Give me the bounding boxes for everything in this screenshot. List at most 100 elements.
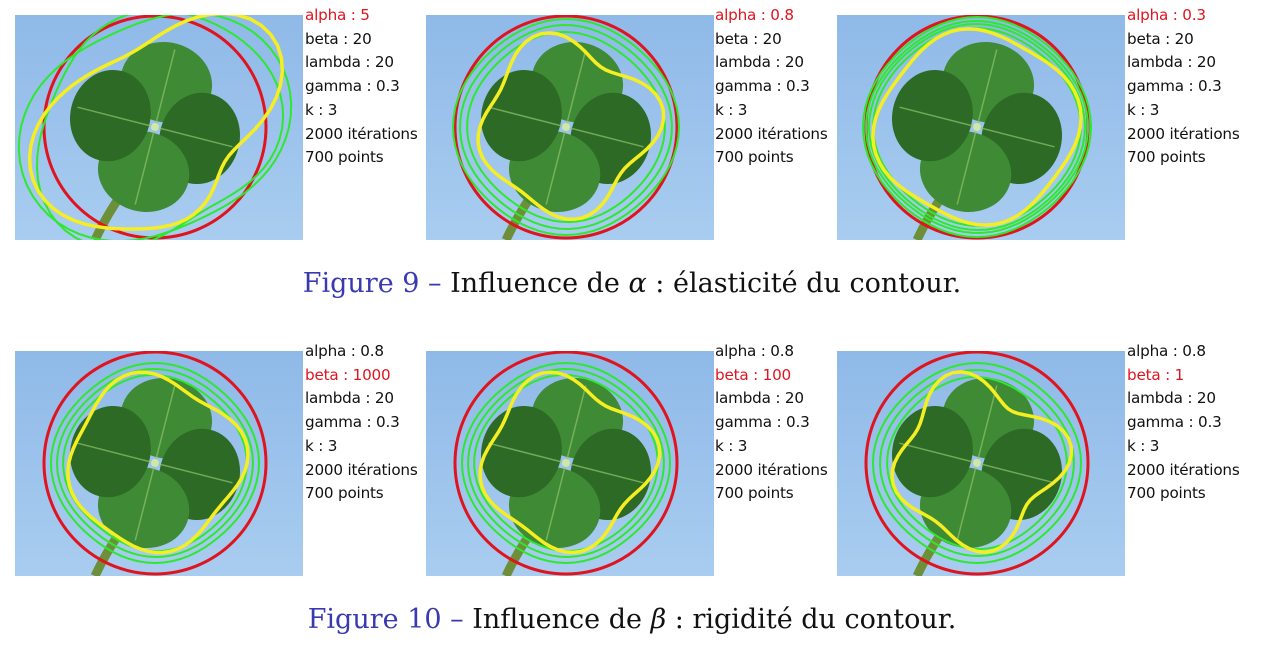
clover-photo: [837, 351, 1125, 576]
param-line: k : 3: [305, 100, 338, 119]
clover-center: [151, 123, 159, 131]
param-line: 2000 itérations: [1127, 124, 1240, 143]
leaf-vein: [488, 106, 567, 128]
intermediate-contour: [17, 15, 293, 240]
final-contour: [27, 15, 285, 231]
caption-symbol: β: [650, 604, 667, 635]
initial-contour: [42, 351, 268, 576]
intermediate-contour: [466, 30, 666, 224]
clover-center: [562, 459, 570, 467]
param-list-fig10-3: alpha : 0.8 beta : 1 lambda : 20 gamma :…: [1127, 340, 1251, 506]
param-line: 2000 itérations: [305, 460, 418, 479]
param-line: lambda : 20: [715, 389, 804, 408]
leaf-vein: [77, 106, 156, 128]
leaf-vein: [899, 106, 978, 128]
photo-panel-fig9-1: [15, 15, 303, 240]
final-contour: [478, 370, 662, 555]
initial-contour: [864, 351, 1090, 576]
leaf-vein: [565, 126, 644, 148]
clover-center: [562, 123, 570, 131]
param-line: k : 3: [1127, 436, 1160, 455]
param-line: gamma : 0.3: [305, 77, 400, 96]
leaf-vein: [488, 442, 567, 464]
param-line: 2000 itérations: [715, 460, 828, 479]
leaf-vein: [154, 385, 176, 464]
intermediate-contour: [459, 23, 673, 231]
clover-photo: [15, 351, 303, 576]
param-line: k : 3: [1127, 100, 1160, 119]
caption-text: : rigidité du contour.: [666, 604, 957, 635]
leaf-vein: [565, 49, 587, 128]
initial-contour: [453, 351, 679, 576]
param-line: 700 points: [715, 484, 794, 503]
param-line: 2000 itérations: [1127, 460, 1240, 479]
caption-text: Influence de: [472, 604, 651, 635]
figure-caption-9: Figure 9 – Influence de α : élasticité d…: [0, 268, 1264, 299]
caption-separator: –: [419, 268, 451, 299]
param-line: beta : 1000: [305, 365, 391, 384]
param-line: beta : 1: [1127, 365, 1185, 384]
clover-leaves: [892, 42, 1062, 212]
leaf-vein: [154, 462, 233, 484]
param-line: gamma : 0.3: [715, 413, 810, 432]
intermediate-contour: [49, 361, 261, 565]
param-line: lambda : 20: [305, 53, 394, 72]
intermediate-contour: [451, 17, 681, 237]
intermediate-contour: [473, 373, 659, 553]
param-line: beta : 20: [305, 29, 372, 48]
param-line: gamma : 0.3: [1127, 413, 1222, 432]
param-line: k : 3: [715, 436, 748, 455]
param-line: 2000 itérations: [715, 124, 828, 143]
leaf-vein: [976, 462, 1055, 484]
caption-separator: –: [441, 604, 473, 635]
intermediate-contour: [879, 368, 1075, 558]
intermediate-contour: [460, 361, 672, 565]
param-line: k : 3: [305, 436, 338, 455]
leaf-vein: [976, 385, 998, 464]
param-line: alpha : 0.8: [715, 6, 794, 24]
leaf-vein: [565, 385, 587, 464]
param-list-fig10-1: alpha : 0.8 beta : 1000 lambda : 20 gamm…: [305, 340, 429, 506]
param-line: lambda : 20: [1127, 53, 1216, 72]
param-line: beta : 20: [715, 29, 782, 48]
param-line: beta : 100: [715, 365, 792, 384]
intermediate-contour: [861, 15, 1093, 239]
intermediate-contour: [55, 367, 255, 559]
photo-panel-fig10-1: [15, 351, 303, 576]
photo-panel-fig10-3: [837, 351, 1125, 576]
leaf-vein: [545, 126, 567, 205]
final-contour: [890, 370, 1074, 554]
leaf-vein: [956, 462, 978, 541]
param-line: 700 points: [1127, 148, 1206, 167]
param-line: 700 points: [305, 148, 384, 167]
param-line: gamma : 0.3: [1127, 77, 1222, 96]
leaf-vein: [545, 462, 567, 541]
param-line: alpha : 0.8: [1127, 342, 1206, 360]
clover-leaves: [70, 378, 240, 548]
intermediate-contour: [871, 361, 1083, 565]
intermediate-contour: [865, 20, 1089, 234]
figure-caption-10: Figure 10 – Influence de β : rigidité du…: [0, 604, 1264, 635]
param-list-fig9-1: alpha : 5 beta : 20 lambda : 20 gamma : …: [305, 4, 429, 170]
photo-panel-fig9-3: [837, 15, 1125, 240]
param-list-fig9-3: alpha : 0.3 beta : 20 lambda : 20 gamma …: [1127, 4, 1251, 170]
clover-photo: [426, 351, 714, 576]
intermediate-contour: [467, 367, 665, 559]
intermediate-contour: [35, 15, 285, 240]
param-line: 700 points: [305, 484, 384, 503]
figure-label: Figure 9: [302, 268, 420, 299]
caption-text: Influence de: [450, 268, 629, 299]
param-line: lambda : 20: [715, 53, 804, 72]
leaf-vein: [154, 49, 176, 128]
final-contour: [871, 27, 1083, 227]
caption-symbol: α: [628, 268, 647, 299]
leaf-vein: [134, 126, 156, 205]
leaf-vein: [956, 126, 978, 205]
param-line: k : 3: [715, 100, 748, 119]
clover-photo: [837, 15, 1125, 240]
intermediate-contour: [867, 22, 1087, 232]
leaf-vein: [899, 442, 978, 464]
leaf-vein: [565, 462, 644, 484]
leaf-vein: [154, 126, 233, 148]
param-line: alpha : 0.8: [305, 342, 384, 360]
